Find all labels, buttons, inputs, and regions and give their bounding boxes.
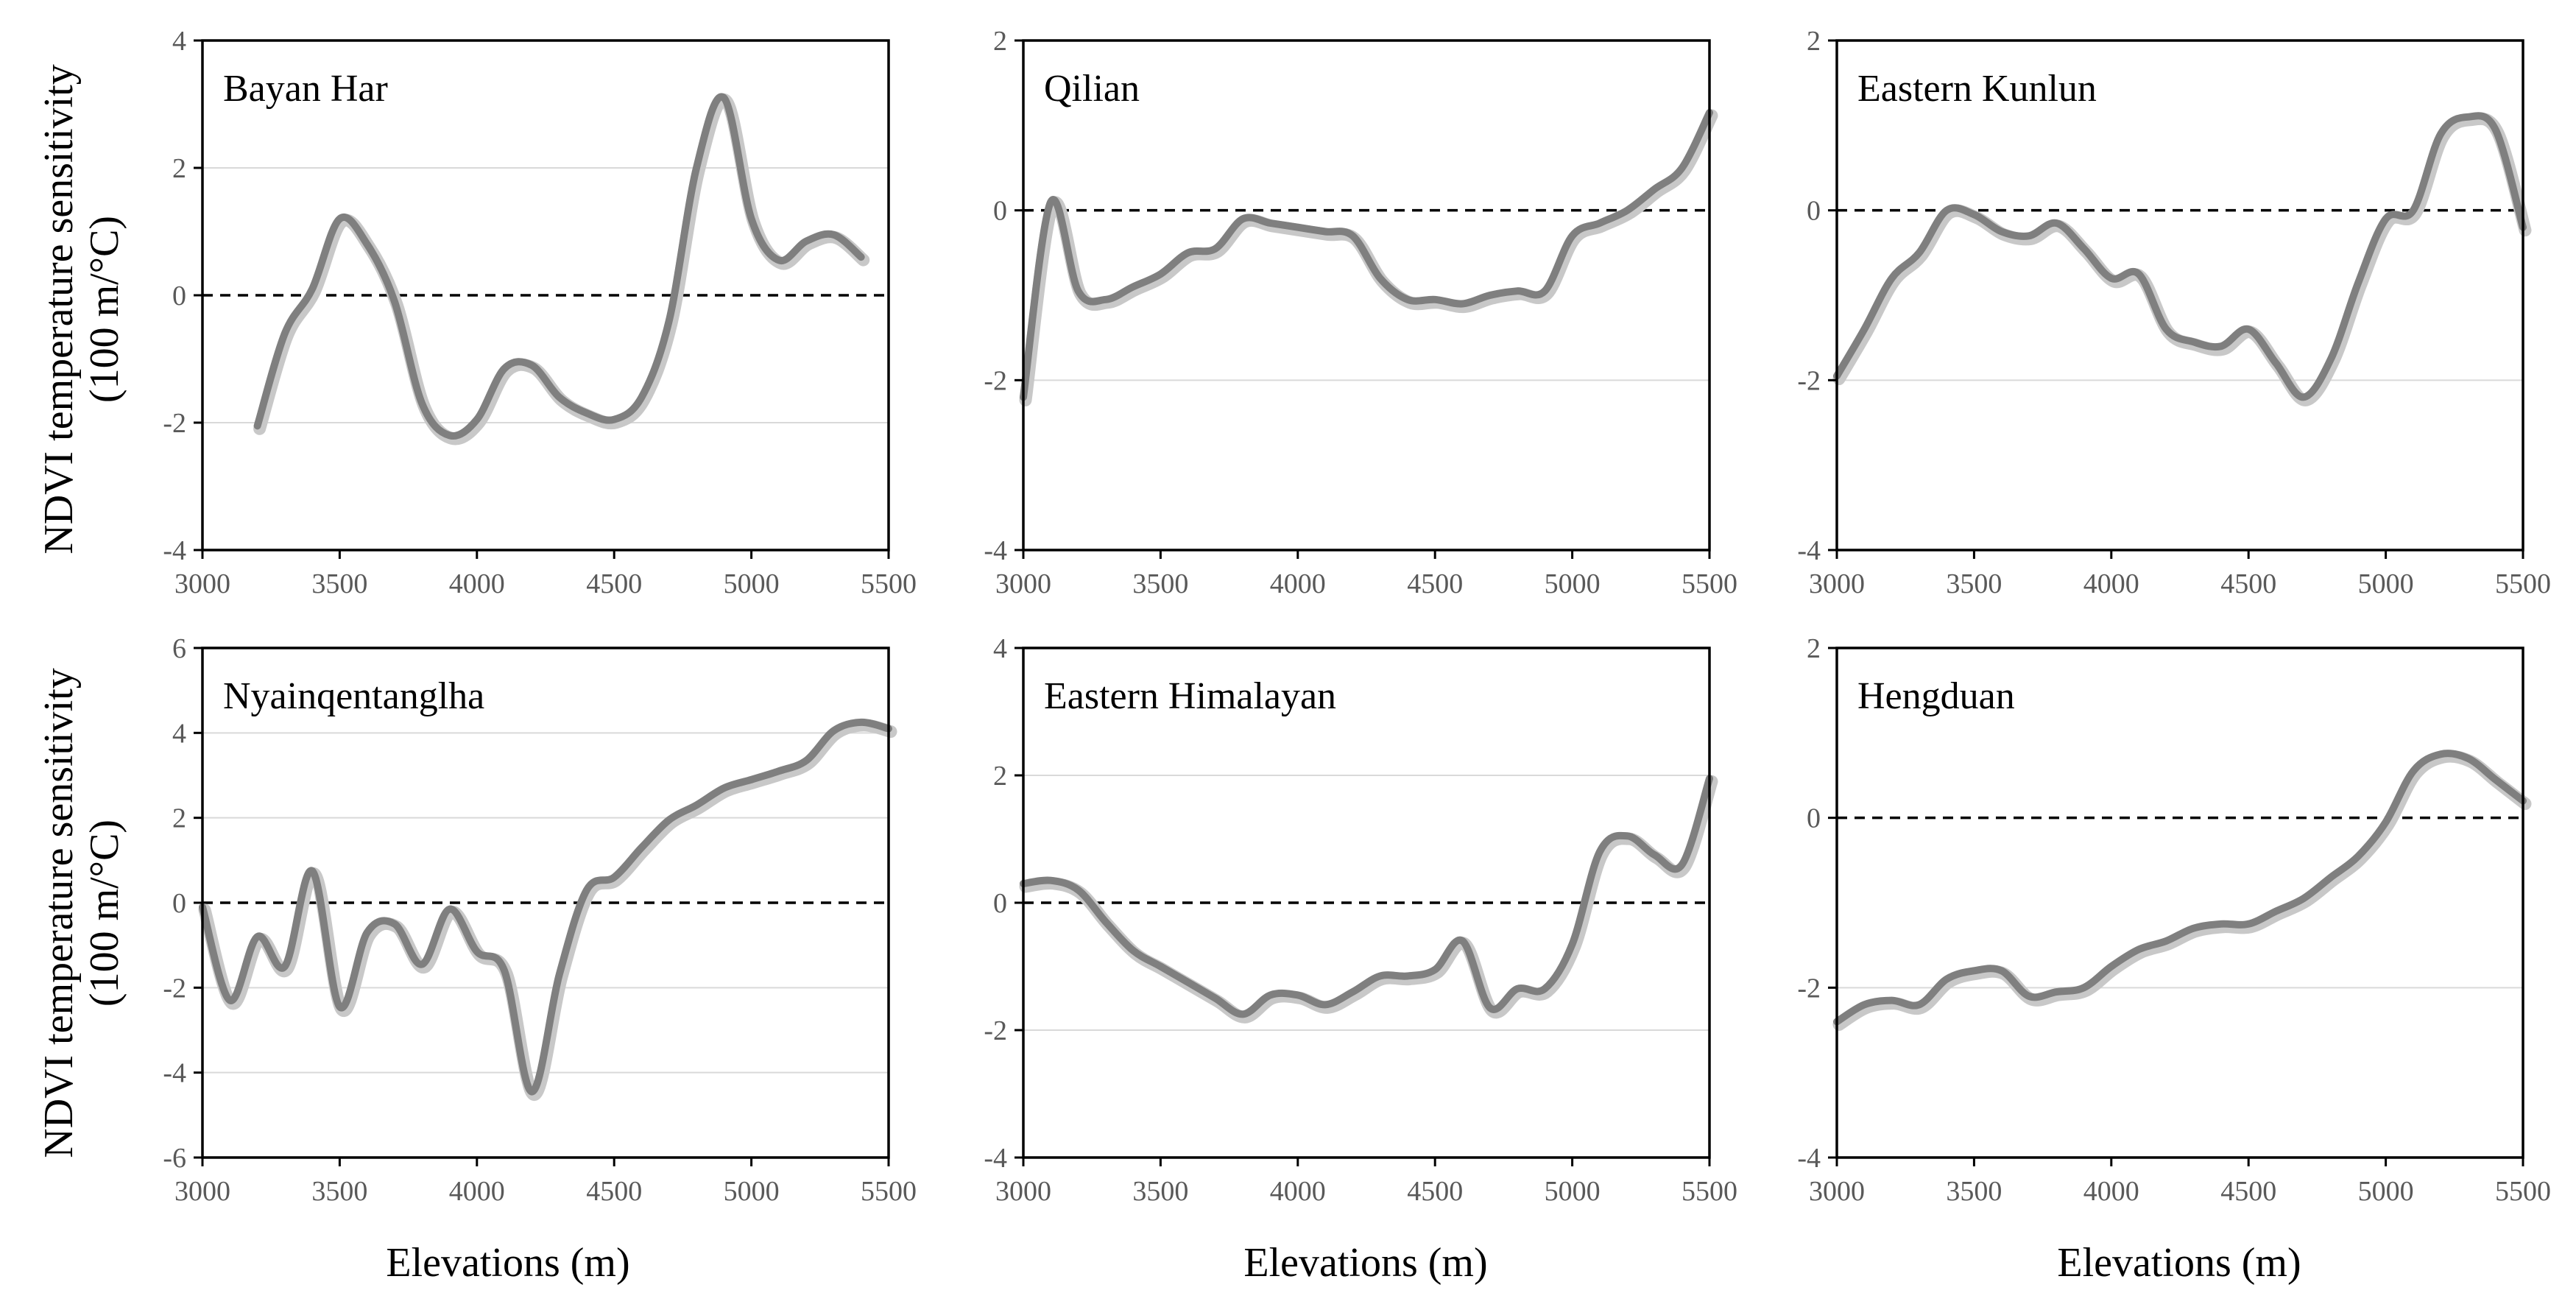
plot-frame [1835, 647, 2524, 1159]
x-tick-label: 3000 [174, 1176, 230, 1207]
panel-hengduan: -4 -2 0 2 3000 3500 4000 4500 5000 5500 Hengduan [1797, 633, 2551, 1207]
y-tick-label: -4 [1797, 1143, 1821, 1174]
x-tick-label: 5500 [861, 568, 917, 599]
y-tick-label: -2 [163, 408, 186, 439]
x-tick-label: 5500 [1682, 1176, 1737, 1207]
series-line-hengduan [1833, 750, 2527, 1026]
series-line-eastern-kunlun [1833, 112, 2527, 401]
x-tick-label: 3000 [995, 568, 1051, 599]
x-tick-label: 4500 [1407, 1176, 1463, 1207]
y-tick-label: 4 [172, 718, 186, 749]
x-tick-label: 5500 [1682, 568, 1737, 599]
series-line-qilian [1020, 109, 1713, 401]
x-tick-label: 4000 [449, 568, 505, 599]
x-tick-label: 5500 [2495, 1176, 2551, 1207]
ylabel-top-line1: NDVI temperature sensitivity [36, 64, 82, 554]
x-tick-label: 5000 [2358, 568, 2414, 599]
y-tick-label: -2 [163, 973, 186, 1004]
x-tick-label: 3000 [174, 568, 230, 599]
x-tick-label: 4500 [586, 1176, 642, 1207]
panel-bayan-har: -4 -2 0 2 4 3000 3500 4000 4500 5000 5500 Bayan Har [163, 26, 917, 599]
x-tick-label: 3500 [311, 568, 367, 599]
x-tick-label: 4500 [1407, 568, 1463, 599]
y-tick-label: 2 [993, 26, 1007, 57]
panel-eastern-himalayan: -4 -2 0 2 4 3000 3500 4000 4500 5000 5500 Eastern H… [984, 633, 1737, 1207]
x-tick-label: 3500 [1946, 568, 2002, 599]
x-tick-label: 4000 [1270, 1176, 1326, 1207]
ylabel-top-line2: (100 m/°C) [82, 216, 127, 403]
y-tick-label: -2 [1797, 365, 1821, 396]
y-tick-label: 4 [993, 633, 1007, 664]
x-tick-label: 3500 [1946, 1176, 2002, 1207]
x-tick-label: 5000 [724, 1176, 780, 1207]
x-tick-label: 4000 [1270, 568, 1326, 599]
y-tick-label: -2 [984, 365, 1007, 396]
x-tick-label: 4500 [2220, 568, 2276, 599]
y-tick-label: 2 [172, 803, 186, 834]
y-tick-label: -4 [984, 535, 1007, 566]
panel-eastern-kunlun: -4 -2 0 2 3000 3500 4000 4500 5000 5500 Eastern Ku… [1797, 26, 2551, 599]
y-tick-label: 2 [1807, 633, 1821, 664]
panel-nyainqentanglha: -6 -4 -2 0 2 4 6 3000 3500 4000 4500 5000 5500 Nyainq… [163, 633, 917, 1207]
y-tick-label: 0 [993, 196, 1007, 227]
xlabel-left: Elevations (m) [386, 1240, 629, 1286]
x-tick-label: 3000 [1809, 568, 1865, 599]
x-tick-label: 5000 [724, 568, 780, 599]
y-tick-label: -4 [163, 535, 186, 566]
x-tick-label: 3000 [995, 1176, 1051, 1207]
x-tick-label: 5000 [1545, 568, 1601, 599]
y-tick-label: -2 [984, 1015, 1007, 1046]
x-tick-label: 3500 [311, 1176, 367, 1207]
y-tick-label: -6 [163, 1143, 186, 1174]
x-tick-label: 4500 [586, 568, 642, 599]
series-line-eastern-himalayan [1020, 775, 1713, 1018]
ylabel-bottom-line2: (100 m/°C) [82, 820, 127, 1007]
plot-frame [1835, 39, 2524, 552]
panel-title: Eastern Himalayan [1044, 675, 1336, 717]
y-tick-label: 0 [172, 281, 186, 311]
panel-qilian: -4 -2 0 2 3000 3500 4000 4500 5000 5500 Qilian [984, 26, 1737, 599]
x-tick-label: 4500 [2220, 1176, 2276, 1207]
x-tick-label: 4000 [2083, 1176, 2139, 1207]
x-tick-label: 5000 [1545, 1176, 1601, 1207]
y-tick-label: 4 [172, 26, 186, 57]
plot-frame [1022, 39, 1711, 552]
series-line-bayan-har [253, 93, 865, 440]
y-tick-label: -2 [1797, 973, 1821, 1004]
y-tick-label: 2 [1807, 26, 1821, 57]
xlabel-middle: Elevations (m) [1243, 1240, 1487, 1286]
panel-title: Hengduan [1857, 675, 2015, 717]
x-tick-label: 5500 [861, 1176, 917, 1207]
series-line-nyainqentanglha [199, 718, 892, 1096]
series-shadow [1832, 112, 2532, 406]
x-tick-label: 3000 [1809, 1176, 1865, 1207]
y-tick-label: 2 [993, 761, 1007, 792]
y-tick-label: -4 [1797, 535, 1821, 566]
y-tick-label: 0 [1807, 803, 1821, 834]
y-tick-label: -4 [163, 1058, 186, 1089]
ylabel-bottom-line1: NDVI temperature sensitivity [36, 668, 82, 1158]
x-tick-label: 4000 [2083, 568, 2139, 599]
panel-title: Nyainqentanglha [223, 675, 484, 717]
x-tick-label: 3500 [1132, 1176, 1188, 1207]
x-tick-label: 5000 [2358, 1176, 2414, 1207]
xlabel-right: Elevations (m) [2057, 1240, 2301, 1286]
figure-axis-titles: NDVI temperature sensitivity (100 m/°C) … [36, 64, 2301, 1286]
x-tick-label: 3500 [1132, 568, 1188, 599]
y-tick-label: 2 [172, 153, 186, 184]
y-tick-label: -4 [984, 1143, 1007, 1174]
panel-title: Bayan Har [223, 68, 388, 110]
y-tick-label: 0 [993, 888, 1007, 919]
series-shadow [253, 93, 870, 445]
x-tick-label: 4000 [449, 1176, 505, 1207]
panel-title: Eastern Kunlun [1857, 68, 2097, 110]
y-tick-label: 6 [172, 633, 186, 664]
y-tick-label: 0 [172, 888, 186, 919]
y-tick-label: 0 [1807, 196, 1821, 227]
x-tick-label: 5500 [2495, 568, 2551, 599]
panel-title: Qilian [1044, 68, 1140, 110]
